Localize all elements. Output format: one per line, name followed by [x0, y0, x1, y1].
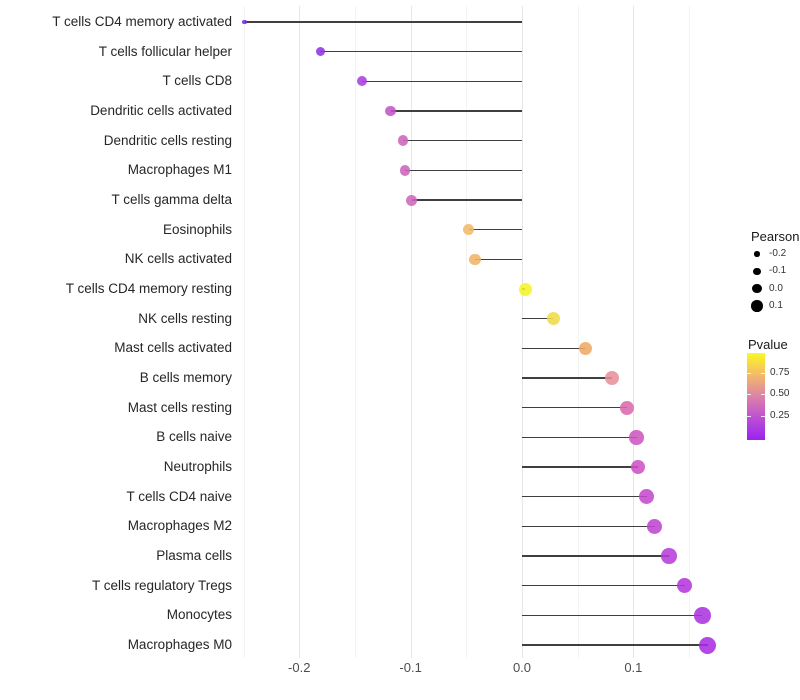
- category-label: Mast cells activated: [114, 340, 232, 356]
- gridline-minor: [243, 6, 245, 658]
- category-label: Macrophages M1: [127, 162, 232, 178]
- gridline-minor: [689, 6, 691, 658]
- legend-size-dot: [754, 251, 760, 257]
- legend-size-label: 0.1: [769, 299, 783, 311]
- lollipop-segment: [320, 50, 522, 53]
- category-label: T cells CD4 memory resting: [65, 281, 232, 297]
- lollipop-dot: [399, 165, 411, 176]
- lollipop-segment: [521, 318, 554, 320]
- category-label: Monocytes: [166, 607, 232, 623]
- category-label: B cells naive: [156, 429, 232, 445]
- pvalue-tick-mark: [747, 373, 751, 374]
- category-label: Dendritic cells resting: [103, 132, 232, 148]
- lollipop-dot: [518, 282, 532, 296]
- x-tick-label: -0.1: [399, 660, 422, 675]
- lollipop-dot: [463, 224, 475, 236]
- lollipop-segment: [468, 228, 522, 231]
- category-label: Dendritic cells activated: [90, 103, 232, 118]
- lollipop-segment: [521, 614, 703, 617]
- lollipop-segment: [361, 80, 522, 83]
- x-tick-label: 0.1: [624, 660, 643, 675]
- lollipop-segment: [521, 555, 669, 557]
- x-tick-label: -0.2: [288, 660, 311, 675]
- category-label: NK cells resting: [138, 310, 232, 326]
- lollipop-dot: [385, 105, 396, 117]
- legend-size-label: -0.2: [769, 248, 787, 259]
- lollipop-dot: [242, 19, 247, 25]
- legend-size-label: -0.1: [769, 265, 787, 277]
- pvalue-tick-mark: [761, 373, 765, 374]
- lollipop-segment: [521, 525, 655, 528]
- lollipop-dot: [676, 577, 693, 594]
- x-tick-label: 0.0: [512, 660, 532, 675]
- lollipop-segment: [521, 644, 708, 646]
- pvalue-tick-mark: [761, 415, 765, 417]
- pvalue-gradient-bar: [747, 353, 765, 440]
- lollipop-segment: [521, 466, 638, 468]
- category-label: T cells gamma delta: [111, 192, 232, 208]
- lollipop-dot: [629, 430, 644, 445]
- legend-size-dot: [752, 283, 762, 294]
- pvalue-tick-mark: [747, 415, 751, 417]
- category-label: T cells regulatory Tregs: [91, 577, 232, 593]
- lollipop-dot: [661, 548, 677, 564]
- category-label: Mast cells resting: [127, 399, 232, 415]
- pvalue-legend-title: Pvalue: [748, 337, 788, 352]
- legend-size-dot: [753, 267, 761, 276]
- lollipop-segment: [244, 21, 522, 23]
- lollipop-dot: [469, 253, 481, 266]
- gridline-minor: [354, 6, 356, 658]
- pvalue-tick-label: 0.25: [770, 409, 790, 421]
- category-label: NK cells activated: [124, 251, 232, 267]
- lollipop-dot: [605, 371, 620, 386]
- pvalue-tick-mark: [747, 394, 751, 396]
- category-label: T cells follicular helper: [98, 43, 232, 59]
- lollipop-dot: [578, 341, 593, 356]
- lollipop-segment: [521, 377, 613, 379]
- category-label: B cells memory: [139, 370, 232, 386]
- lollipop-segment: [521, 496, 647, 498]
- lollipop-segment: [402, 139, 522, 142]
- lollipop-segment: [521, 436, 637, 439]
- category-label: Macrophages M2: [127, 518, 232, 534]
- gridline-minor: [577, 6, 579, 658]
- category-label: T cells CD8: [162, 73, 232, 89]
- gridline-major: [633, 6, 635, 658]
- lollipop-dot: [315, 47, 325, 57]
- lollipop-dot: [356, 76, 367, 87]
- lollipop-segment: [475, 258, 522, 261]
- lollipop-dot: [546, 312, 560, 326]
- lollipop-dot: [639, 489, 655, 505]
- category-label: T cells CD4 naive: [126, 488, 232, 504]
- lollipop-dot: [699, 636, 717, 654]
- lollipop-dot: [406, 194, 418, 206]
- lollipop-segment: [521, 585, 685, 587]
- gridline-major: [410, 6, 412, 658]
- lollipop-segment: [521, 407, 627, 409]
- lollipop-dot: [619, 400, 634, 415]
- legend-size-label: 0.0: [769, 282, 783, 294]
- pearson-legend-title: Pearson: [751, 229, 800, 244]
- legend-size-dot: [751, 300, 763, 312]
- category-label: Macrophages M0: [127, 637, 232, 653]
- lollipop-dot: [397, 135, 409, 146]
- pvalue-tick-label: 0.75: [770, 367, 790, 378]
- category-label: Plasma cells: [156, 548, 232, 564]
- gridline-major: [299, 6, 301, 658]
- lollipop-segment: [390, 110, 522, 112]
- category-label: Neutrophils: [163, 459, 232, 475]
- lollipop-segment: [405, 169, 522, 172]
- gridline-major: [521, 6, 523, 658]
- gridline-minor: [466, 6, 468, 658]
- category-label: Eosinophils: [162, 221, 232, 237]
- lollipop-segment: [521, 347, 586, 350]
- lollipop-dot: [647, 518, 663, 534]
- category-label: T cells CD4 memory activated: [52, 14, 232, 29]
- pvalue-tick-label: 0.50: [770, 388, 790, 400]
- lollipop-dot: [630, 459, 646, 475]
- lollipop-dot: [694, 607, 711, 624]
- pvalue-tick-mark: [761, 394, 765, 396]
- lollipop-segment: [411, 199, 522, 201]
